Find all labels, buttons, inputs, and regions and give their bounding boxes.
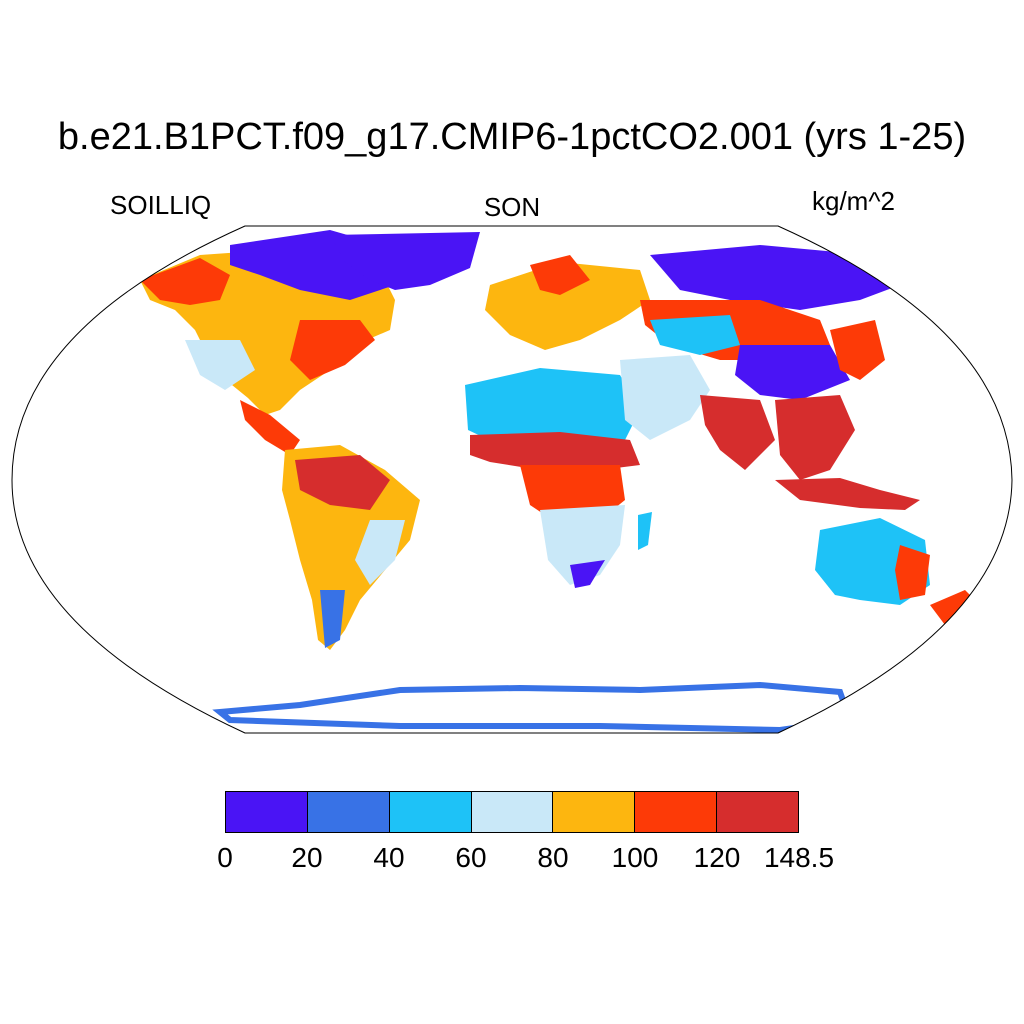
amazon-wet [295, 455, 390, 510]
south-africa-tip [570, 560, 605, 588]
colorbar-tick-label: 148.5 [763, 842, 835, 873]
colorbar-tick-label: 20 [291, 842, 323, 873]
sahara [465, 368, 640, 445]
colorbar-swatch [389, 792, 472, 832]
siberia [650, 245, 900, 310]
kazakh-steppe [650, 315, 740, 355]
southern-africa [540, 505, 625, 585]
season-label: SON [483, 192, 541, 222]
central-america [240, 400, 300, 455]
alaska-west [140, 258, 230, 305]
colorbar-tick-label: 0 [217, 842, 233, 873]
madagascar [638, 512, 652, 550]
colorbar-swatch [553, 792, 636, 832]
scandinavia [530, 255, 590, 295]
china-north [735, 345, 850, 400]
us-east [290, 320, 375, 380]
variable-label: SOILLIQ [110, 190, 212, 220]
new-zealand [930, 590, 975, 625]
colorbar-tick-label: 100 [611, 842, 659, 873]
colorbar-swatch [307, 792, 390, 832]
maritime-continent [775, 478, 920, 510]
colorbar-tick-label: 80 [537, 842, 569, 873]
colorbar-swatch [635, 792, 718, 832]
colorbar-tick-label: 40 [373, 842, 405, 873]
colorbar-tick-label: 60 [455, 842, 487, 873]
greenland [330, 232, 480, 290]
units-label: kg/m^2 [812, 186, 896, 216]
colorbar-swatch [717, 792, 799, 832]
patagonia [320, 590, 345, 648]
colorbar-swatch [226, 792, 308, 832]
colorbar-tick-label: 120 [693, 842, 741, 873]
south-asia [700, 395, 775, 470]
australia-east [895, 545, 930, 600]
southeast-asia [775, 395, 855, 480]
europe [485, 262, 650, 350]
south-america-east [355, 520, 405, 585]
east-asia-coast [830, 320, 885, 380]
colorbar-swatch [471, 792, 554, 832]
map-boundary [11, 225, 1013, 734]
map-title: b.e21.B1PCT.f09_g17.CMIP6-1pctCO2.001 (y… [57, 116, 967, 158]
sahel [470, 432, 640, 470]
middle-east [620, 355, 710, 440]
us-west [185, 340, 255, 390]
antarctica-coast [212, 681, 855, 733]
colorbar [225, 791, 799, 833]
